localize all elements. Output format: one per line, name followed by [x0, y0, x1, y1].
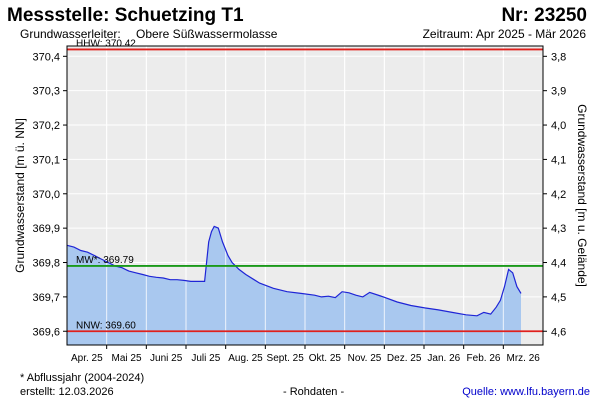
ref-label-nnw: NNW: 369.60 — [76, 320, 136, 331]
station-number: Nr: 23250 — [501, 5, 587, 26]
y-tick-label-right: 4,6 — [551, 326, 566, 338]
aquifer-value: Obere Süßwassermolasse — [136, 27, 278, 41]
y-tick-label-left: 370,0 — [32, 189, 60, 201]
created-date: erstellt: 12.03.2026 — [20, 386, 114, 398]
y-tick-label-left: 369,7 — [32, 292, 60, 304]
ref-label-hhw: HHW: 370.42 — [76, 38, 136, 49]
y-tick-label-left: 370,3 — [32, 86, 60, 98]
x-tick-label: Apr. 25 — [71, 353, 103, 364]
y-tick-label-left: 369,6 — [32, 326, 60, 338]
x-tick-label: Feb. 26 — [467, 353, 501, 364]
x-tick-label: Aug. 25 — [228, 353, 263, 364]
y-axis-title-right: Grundwasserstand [m u. Gelände] — [575, 104, 589, 287]
y-tick-label-right: 4,5 — [551, 292, 566, 304]
y-tick-label-left: 370,4 — [32, 51, 60, 63]
y-axis-title-left: Grundwasserstand [m ü. NN] — [13, 118, 27, 273]
y-tick-label-left: 369,8 — [32, 258, 60, 270]
x-tick-label: Dez. 25 — [387, 353, 422, 364]
x-tick-label: Nov. 25 — [348, 353, 382, 364]
y-tick-label-right: 4,2 — [551, 189, 566, 201]
x-tick-label: Sept. 25 — [267, 353, 305, 364]
x-tick-label: Okt. 25 — [309, 353, 342, 364]
y-tick-label-left: 370,2 — [32, 120, 60, 132]
source-link[interactable]: Quelle: www.lfu.bayern.de — [462, 386, 590, 398]
ref-label-mw: MW*: 369.79 — [76, 255, 134, 266]
y-tick-label-right: 3,9 — [551, 86, 566, 98]
water-level-area — [67, 226, 521, 345]
y-tick-label-right: 3,8 — [551, 51, 566, 63]
x-tick-label: Jan. 26 — [427, 353, 460, 364]
water-level-line — [66, 225, 522, 317]
y-tick-label-right: 4,0 — [551, 120, 566, 132]
x-tick-label: Juni 25 — [150, 353, 183, 364]
y-tick-label-right: 4,4 — [551, 258, 566, 270]
raw-data-label: - Rohdaten - — [283, 386, 345, 398]
aquifer-label: Grundwasserleiter: — [20, 27, 121, 41]
x-tick-label: Mrz. 26 — [506, 353, 540, 364]
footnote-reference-period: * Abflussjahr (2004-2024) — [20, 372, 145, 384]
station-title: Messstelle: Schuetzing T1 — [7, 5, 244, 26]
x-tick-label: Mai 25 — [111, 353, 141, 364]
y-tick-label-left: 369,9 — [32, 223, 60, 235]
x-tick-label: Juli 25 — [191, 353, 220, 364]
y-tick-label-left: 370,1 — [32, 154, 60, 166]
period-label: Zeitraum: Apr 2025 - Mär 2026 — [422, 27, 586, 41]
y-tick-label-right: 4,3 — [551, 223, 566, 235]
y-tick-label-right: 4,1 — [551, 154, 566, 166]
